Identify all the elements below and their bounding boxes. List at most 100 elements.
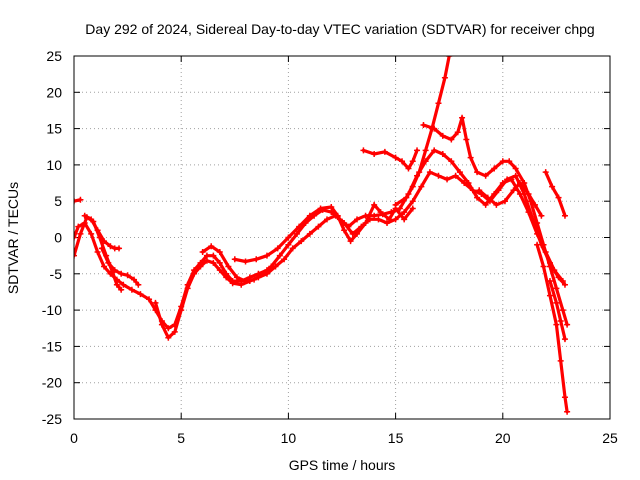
y-tick-label: -10 (42, 302, 62, 318)
series-pass-14 (546, 278, 568, 343)
data-point (77, 196, 84, 203)
data-point (184, 285, 191, 292)
series-pass-13 (534, 241, 571, 415)
data-point (439, 132, 446, 139)
data-point (491, 190, 498, 197)
data-point (392, 201, 399, 208)
data-point (289, 245, 296, 252)
data-point (557, 357, 564, 364)
data-point (561, 394, 568, 401)
data-point (281, 256, 288, 263)
series-line (421, 116, 569, 327)
data-point (81, 219, 88, 226)
data-point (120, 281, 127, 288)
data-point (474, 169, 481, 176)
data-point (210, 259, 217, 266)
data-point (516, 190, 523, 197)
data-point (242, 278, 249, 285)
data-point (360, 147, 367, 154)
data-point (564, 321, 571, 328)
data-point (512, 165, 519, 172)
data-point (399, 158, 406, 165)
data-point (484, 194, 491, 201)
data-point (553, 299, 560, 306)
data-point (101, 238, 108, 245)
data-point (323, 216, 330, 223)
data-point (233, 274, 240, 281)
data-point (501, 198, 508, 205)
data-point (253, 256, 260, 263)
data-point (216, 259, 223, 266)
data-point (165, 334, 172, 341)
series-pass-11 (420, 114, 571, 328)
data-point (118, 286, 125, 293)
series-pass-8 (231, 201, 416, 265)
data-point (435, 172, 442, 179)
data-point (165, 325, 172, 332)
data-point (431, 147, 438, 154)
data-point (508, 176, 515, 183)
data-point (94, 249, 101, 256)
data-point (285, 241, 292, 248)
data-point (384, 219, 391, 226)
data-point (74, 234, 77, 241)
data-point (152, 299, 159, 306)
series-pass-15 (542, 169, 568, 219)
data-point (216, 267, 223, 274)
data-point (553, 285, 560, 292)
data-point (506, 158, 513, 165)
data-point (542, 169, 549, 176)
data-point (510, 187, 517, 194)
data-point (564, 408, 571, 415)
data-point (409, 158, 416, 165)
data-point (94, 227, 101, 234)
series-pass-9 (360, 147, 421, 172)
series-pass-3 (81, 212, 123, 252)
x-tick-label: 15 (388, 430, 404, 446)
y-tick-label: 25 (46, 48, 62, 64)
axis-ticks: 0 5 10 15 20 25 -25 -20 -15 -10 -5 0 5 10 15 20 25 (42, 48, 618, 446)
data-point (268, 263, 275, 270)
data-point (146, 296, 153, 303)
data-point (293, 230, 300, 237)
data-point (131, 276, 138, 283)
data-point (561, 336, 568, 343)
data-point (525, 209, 532, 216)
data-point (476, 187, 483, 194)
data-point (74, 198, 77, 205)
data-point (362, 219, 369, 226)
data-point (456, 169, 463, 176)
data-point (448, 158, 455, 165)
data-point (403, 194, 410, 201)
data-point (555, 194, 562, 201)
plot-frame (73, 55, 611, 420)
data-point (409, 205, 416, 212)
data-point (405, 165, 412, 172)
data-point (113, 276, 120, 283)
data-point (88, 230, 95, 237)
data-point (242, 258, 249, 265)
data-point (499, 158, 506, 165)
data-point (208, 243, 215, 250)
data-point (229, 280, 236, 287)
data-point (499, 180, 506, 187)
data-point (88, 216, 95, 223)
data-point (409, 183, 416, 190)
data-point (105, 259, 112, 266)
y-axis-label: SDTVAR / TECUs (5, 182, 21, 294)
data-point (158, 321, 165, 328)
data-point (371, 151, 378, 158)
y-tick-label: -25 (42, 411, 62, 427)
data-point (107, 270, 114, 277)
data-point (203, 257, 210, 264)
data-point (111, 267, 118, 274)
plot-area (74, 56, 571, 415)
data-point (446, 56, 453, 59)
data-point (482, 201, 489, 208)
data-point (512, 172, 519, 179)
data-point (516, 180, 523, 187)
data-point (435, 100, 442, 107)
data-point (559, 307, 566, 314)
data-point (135, 281, 142, 288)
data-point (439, 151, 446, 158)
